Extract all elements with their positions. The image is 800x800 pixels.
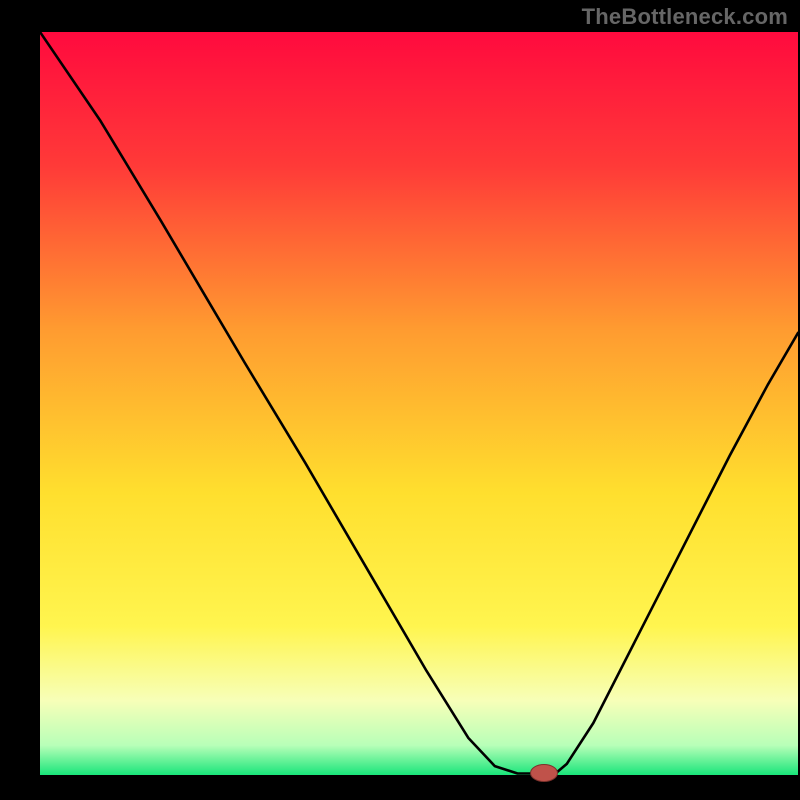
watermark-text: TheBottleneck.com: [582, 4, 788, 30]
optimal-point-marker: [530, 764, 558, 782]
plot-area: [40, 32, 798, 775]
curve-path: [40, 32, 798, 774]
chart-container: TheBottleneck.com: [0, 0, 800, 800]
bottleneck-curve: [40, 32, 798, 775]
